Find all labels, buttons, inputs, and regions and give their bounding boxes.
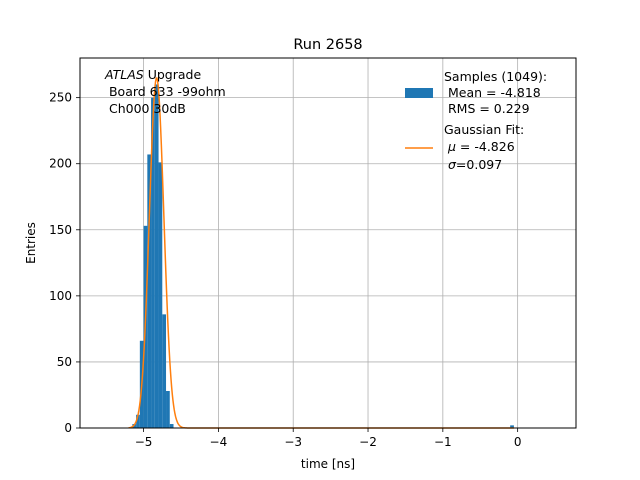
atlas-label: ATLAS (104, 67, 144, 82)
y-tick-label-5: 250 (49, 91, 72, 105)
legend: Samples (1049): Mean = -4.818 RMS = 0.22… (405, 69, 547, 172)
y-tick-label-2: 100 (49, 289, 72, 303)
histogram-bar (154, 84, 159, 428)
x-axis-label: time [ns] (301, 457, 355, 471)
legend-samples-rms: RMS = 0.229 (444, 101, 530, 116)
histogram-bar (151, 97, 155, 429)
y-tick-label-4: 200 (49, 157, 72, 171)
y-tick-label-3: 150 (49, 223, 72, 237)
x-axis-ticks: −5 −4 −3 −2 −1 0 (135, 428, 522, 449)
legend-samples-swatch (405, 88, 433, 98)
y-tick-label-0: 0 (64, 421, 72, 435)
legend-fit-title: Gaussian Fit: (444, 122, 524, 137)
x-tick-label-5: 0 (514, 435, 522, 449)
legend-samples-title: Samples (1049): (444, 69, 547, 84)
plot-frame (79, 57, 577, 429)
x-tick-label-3: −2 (359, 435, 377, 449)
histogram-bar (169, 424, 174, 428)
x-tick-label-2: −3 (284, 435, 302, 449)
legend-samples-mean: Mean = -4.818 (444, 85, 541, 100)
histogram-bar (510, 425, 514, 428)
y-tick-label-1: 50 (57, 355, 72, 369)
y-axis-ticks: 0 50 100 150 200 250 (49, 91, 80, 435)
chart-title: Run 2658 (293, 37, 362, 53)
histogram-bar (166, 391, 170, 428)
histogram-bar (158, 162, 163, 428)
legend-fit-mu: μ = -4.826 (444, 139, 515, 154)
board-label: Board 633 -99ohm (105, 84, 226, 99)
upgrade-label: Upgrade (144, 67, 202, 82)
x-tick-label-1: −4 (210, 435, 228, 449)
histogram-bar (136, 414, 140, 428)
x-tick-label-0: −5 (135, 435, 153, 449)
legend-fit-sigma: σ=0.097 (444, 157, 502, 172)
channel-label: Ch000 30dB (105, 101, 186, 116)
annotation-text: ATLAS Upgrade Board 633 -99ohm Ch000 30d… (104, 67, 226, 116)
y-axis-label: Entries (24, 222, 38, 264)
histogram-bar (147, 154, 152, 428)
svg-text:ATLAS Upgrade: ATLAS Upgrade (104, 67, 201, 82)
histogram-bar (162, 314, 167, 428)
x-tick-label-4: −1 (434, 435, 452, 449)
